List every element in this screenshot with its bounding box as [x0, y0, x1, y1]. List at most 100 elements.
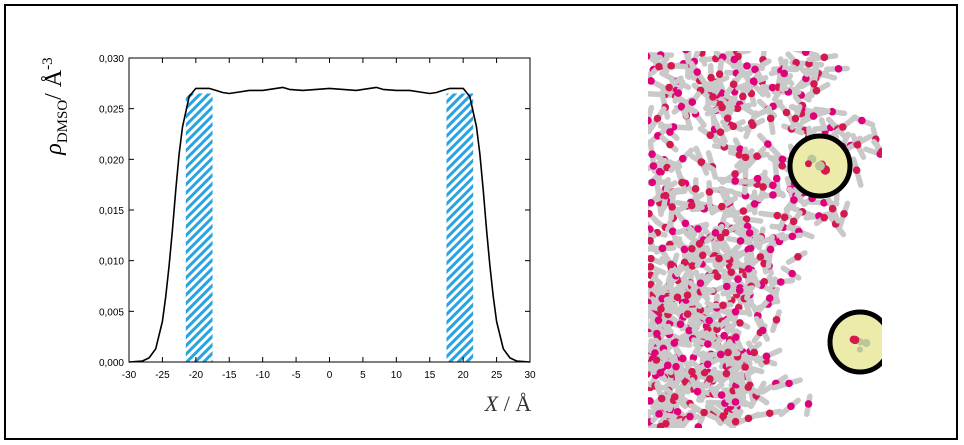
- molecule-atom: [664, 361, 672, 370]
- x-axis-label: X / Å: [484, 391, 532, 416]
- molecule-atom: [668, 203, 676, 211]
- highlighted-molecule-atom: [856, 346, 863, 353]
- molecule-atom: [648, 199, 655, 207]
- molecule-atom: [820, 53, 829, 62]
- highlighted-molecule-atom: [804, 160, 812, 168]
- molecule-atom: [683, 291, 692, 299]
- molecule-atom: [744, 414, 753, 423]
- molecule-atom: [678, 154, 687, 163]
- molecule-atom: [745, 229, 754, 237]
- molecule-atom: [733, 104, 742, 113]
- molecule-atom: [648, 116, 652, 125]
- y-tick-label: 0,020: [99, 155, 124, 166]
- molecule-atom: [648, 225, 654, 234]
- molecule-atom: [648, 254, 655, 263]
- molecule-atom: [695, 239, 704, 248]
- molecule-atom: [722, 282, 731, 291]
- molecule-atom: [670, 393, 679, 401]
- x-tick-label: -30: [122, 370, 137, 381]
- molecule-atom: [805, 60, 813, 68]
- molecule-atom: [682, 51, 690, 54]
- molecule-atom: [768, 83, 777, 92]
- molecule-atom: [648, 178, 657, 187]
- molecule-atom: [693, 68, 702, 76]
- molecule-atom: [711, 229, 720, 237]
- molecule-atom: [838, 123, 847, 131]
- x-tick-label: 20: [458, 370, 470, 381]
- molecule-atom: [652, 356, 661, 364]
- molecule-atom: [717, 391, 726, 399]
- molecule-atom: [840, 210, 848, 218]
- molecule-atom: [667, 260, 675, 269]
- molecule-atom: [820, 213, 829, 222]
- molecule-atom: [731, 417, 740, 426]
- molecule-atom: [698, 251, 707, 260]
- hatched-region-0: [185, 93, 213, 362]
- molecule-atom: [657, 305, 665, 313]
- molecule-atom: [700, 368, 709, 377]
- molecule-atom: [721, 228, 730, 237]
- molecule-atom: [734, 275, 742, 284]
- molecule-atom: [762, 352, 771, 361]
- molecule-atom: [731, 177, 740, 185]
- molecule-atom: [828, 107, 837, 116]
- molecule-atom: [828, 204, 837, 213]
- molecule-atom: [718, 103, 726, 112]
- molecule-atom: [782, 108, 791, 117]
- molecule-atom: [719, 301, 727, 310]
- molecule-atom: [736, 319, 744, 327]
- molecule-carbon-bond: [871, 138, 882, 156]
- molecule-atom: [720, 331, 728, 340]
- molecule-atom: [722, 369, 731, 378]
- molecule-atom: [858, 116, 866, 125]
- molecule-atom: [670, 339, 679, 347]
- highlighted-molecule-atom: [815, 161, 825, 171]
- molecule-atom: [736, 237, 745, 245]
- molecule-atom: [715, 70, 724, 78]
- molecule-atom: [653, 114, 662, 123]
- molecule-atom: [658, 244, 667, 253]
- molecule-atom: [648, 52, 651, 60]
- molecule-atom: [758, 326, 767, 335]
- molecule-atom: [686, 412, 694, 421]
- molecule-atom: [655, 410, 663, 418]
- molecule-atom: [679, 354, 687, 363]
- molecule-atom: [673, 293, 682, 302]
- svg-text:X / Å: X / Å: [484, 391, 532, 416]
- molecule-atom: [705, 316, 714, 325]
- molecule-atom: [731, 307, 740, 316]
- molecule-atom: [713, 272, 722, 281]
- hatched-region-1: [446, 93, 474, 362]
- molecule-atom: [773, 211, 782, 220]
- molecule-atom: [765, 409, 774, 418]
- molecule-atom: [653, 329, 661, 338]
- molecule-atom: [666, 128, 674, 136]
- x-tick-label: -15: [222, 370, 237, 381]
- molecule-atom: [681, 219, 690, 228]
- molecule-atom: [750, 348, 759, 357]
- molecule-atom: [683, 310, 692, 318]
- molecule-atom: [788, 269, 796, 278]
- molecule-atom: [834, 65, 843, 73]
- molecule-atom: [706, 131, 715, 140]
- molecule-atom: [743, 62, 751, 70]
- y-label-exponent: -3: [40, 57, 56, 70]
- molecule-atom: [753, 152, 761, 160]
- molecule-atom: [648, 263, 655, 271]
- y-tick-label: 0,010: [99, 257, 124, 268]
- molecule-atom: [716, 350, 725, 359]
- y-tick-label: 0,025: [99, 105, 124, 116]
- molecule-atom: [716, 233, 725, 242]
- molecule-atom: [687, 201, 696, 210]
- x-tick-label: 5: [360, 370, 366, 381]
- molecule-atom: [719, 412, 728, 420]
- molecule-atom: [766, 114, 775, 123]
- molecule-atom: [707, 73, 715, 82]
- x-label-unit: / Å: [504, 391, 532, 416]
- molecule-atom: [769, 191, 777, 199]
- molecule-atom: [648, 397, 654, 405]
- molecule-atom: [812, 86, 821, 95]
- molecule-atom: [853, 141, 862, 149]
- molecule-atom: [750, 200, 759, 208]
